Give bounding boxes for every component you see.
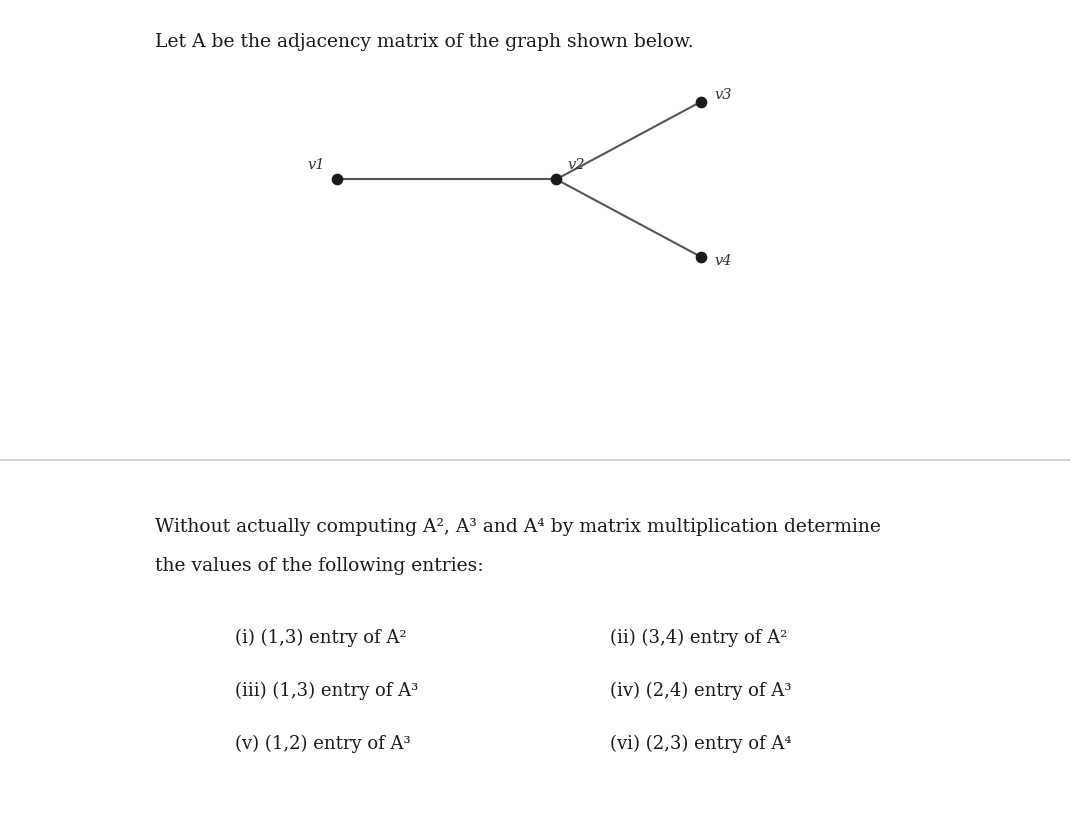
Text: the values of the following entries:: the values of the following entries: [156,557,484,575]
Text: (ii) (3,4) entry of A²: (ii) (3,4) entry of A² [610,629,787,647]
Text: (i) (1,3) entry of A²: (i) (1,3) entry of A² [235,629,407,647]
Text: (v) (1,2) entry of A³: (v) (1,2) entry of A³ [235,735,411,753]
Point [692,250,710,263]
Point [328,173,346,186]
Text: v1: v1 [307,157,324,172]
Point [548,173,565,186]
Text: (vi) (2,3) entry of A⁴: (vi) (2,3) entry of A⁴ [610,735,792,753]
Point [692,95,710,108]
Text: Let A be the adjacency matrix of the graph shown below.: Let A be the adjacency matrix of the gra… [156,33,693,51]
Text: (iii) (1,3) entry of A³: (iii) (1,3) entry of A³ [235,682,419,700]
Text: v2: v2 [567,157,584,172]
Text: (iv) (2,4) entry of A³: (iv) (2,4) entry of A³ [610,682,792,700]
Text: v4: v4 [715,253,732,268]
Text: v3: v3 [715,88,732,103]
Text: Without actually computing A², A³ and A⁴ by matrix multiplication determine: Without actually computing A², A³ and A⁴… [156,518,881,535]
